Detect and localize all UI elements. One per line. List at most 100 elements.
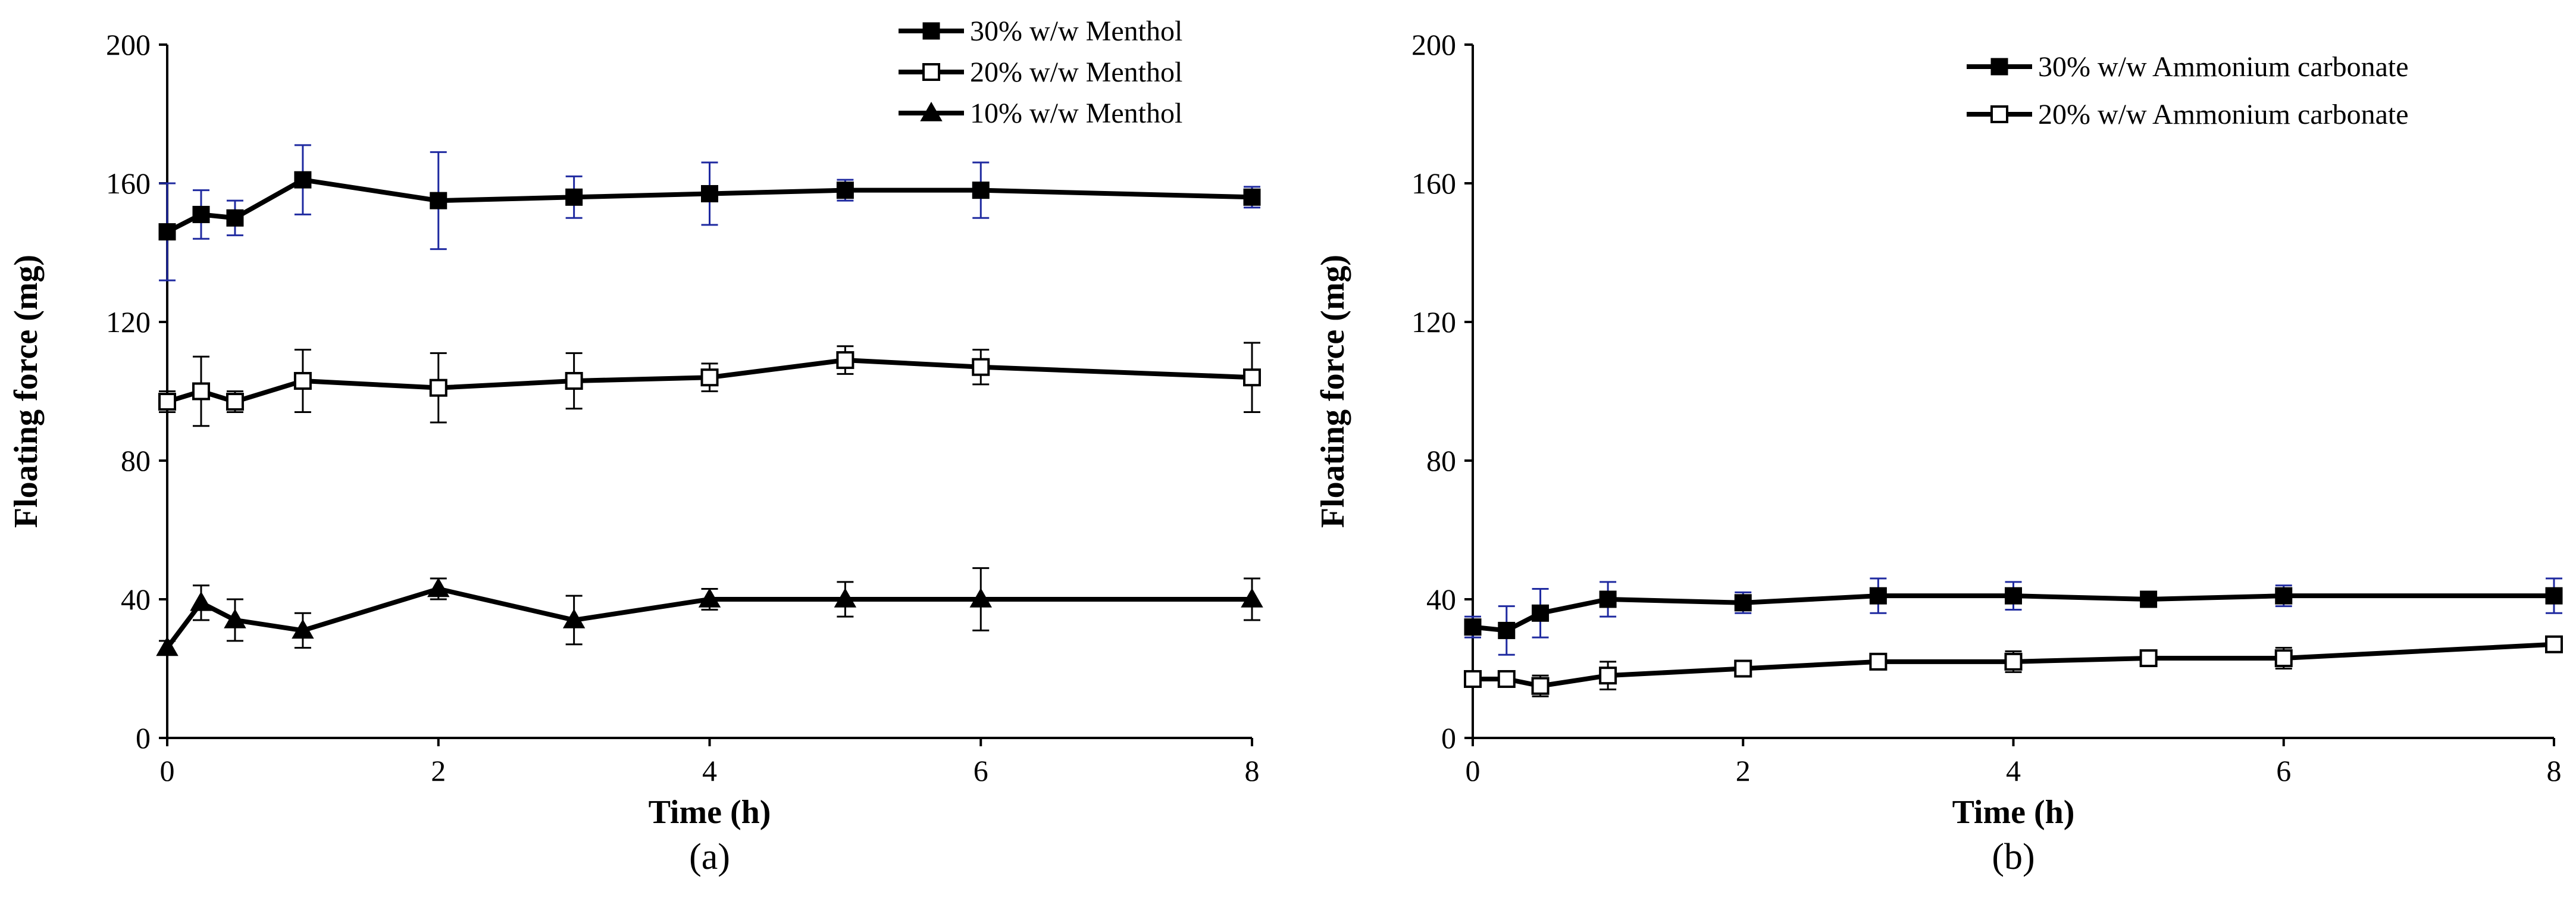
- x-tick-label: 8: [2547, 754, 2562, 787]
- data-point: [2545, 587, 2563, 605]
- x-tick-label: 6: [974, 754, 988, 787]
- series-2: [158, 342, 1261, 427]
- legend-marker: [922, 63, 940, 81]
- x-tick-label: 4: [2006, 754, 2021, 787]
- x-tick-label: 0: [1466, 754, 1481, 787]
- legend-label: 20% w/w Ammonium carbonate: [2038, 99, 2409, 130]
- data-point: [969, 587, 992, 608]
- y-tick-label: 40: [121, 583, 151, 616]
- legend-entry: 30% w/w Menthol: [899, 15, 1182, 47]
- x-axis-title: Time (h): [1952, 794, 2075, 831]
- data-point: [698, 587, 721, 608]
- series-3: [156, 567, 1263, 656]
- data-point: [2275, 587, 2293, 605]
- x-tick-label: 2: [1736, 754, 1751, 787]
- data-point: [1497, 670, 1516, 688]
- data-point: [190, 591, 212, 611]
- y-tick-label: 160: [1411, 167, 1456, 200]
- data-point: [1531, 677, 1550, 695]
- data-point: [565, 372, 583, 390]
- data-point: [192, 205, 210, 223]
- y-axis-title: Floating force (mg): [1314, 255, 1351, 528]
- legend-label: 10% w/w Menthol: [970, 98, 1182, 129]
- chart-panel-b: 0 40 80 120 160 200 0 2 4 6 8 Time (h) Floating forc…: [1314, 28, 2563, 877]
- y-tick-label: 0: [136, 721, 151, 755]
- data-point: [158, 223, 176, 241]
- data-point: [158, 392, 176, 411]
- series-line: [166, 358, 1253, 404]
- legend-entry: 10% w/w Menthol: [899, 98, 1182, 129]
- data-point: [2005, 587, 2022, 605]
- data-point: [1599, 667, 1617, 685]
- x-tick-label: 8: [1245, 754, 1260, 787]
- y-tick-label: 200: [1411, 28, 1456, 61]
- legend-entry: 30% w/w Ammonium carbonate: [1967, 51, 2409, 83]
- panel-label: (b): [1992, 837, 2034, 877]
- data-point: [700, 368, 719, 387]
- chart-panel-a: 0 40 80 120 160 200 0 2 4 6 8 Time (h) Floating forc…: [8, 15, 1263, 877]
- series-line: [1473, 642, 2555, 689]
- legend-marker: [1990, 105, 2008, 123]
- series-line: [165, 586, 1252, 649]
- data-point: [1464, 618, 1482, 636]
- data-point: [565, 188, 583, 206]
- data-point: [2140, 590, 2158, 608]
- legend-marker: [920, 101, 943, 121]
- data-point: [226, 209, 244, 227]
- data-point: [834, 587, 857, 608]
- data-point: [1243, 368, 1261, 387]
- data-point: [1734, 659, 1752, 678]
- data-point: [2274, 649, 2293, 668]
- legend-marker: [1990, 58, 2008, 76]
- data-point: [2545, 635, 2563, 653]
- data-point: [836, 182, 854, 199]
- x-tick-label: 4: [702, 754, 717, 787]
- data-point: [294, 171, 312, 189]
- panel-label: (a): [689, 837, 730, 877]
- x-axis-title: Time (h): [649, 794, 771, 831]
- x-tick-label: 2: [431, 754, 446, 787]
- y-tick-label: 200: [106, 28, 151, 61]
- legend-label: 30% w/w Menthol: [970, 15, 1182, 47]
- data-point: [972, 182, 990, 199]
- y-tick-label: 120: [1411, 305, 1456, 339]
- data-point: [293, 372, 312, 390]
- data-point: [224, 608, 246, 628]
- data-point: [972, 358, 990, 376]
- data-point: [292, 619, 314, 639]
- data-point: [701, 184, 718, 202]
- data-point: [429, 378, 447, 397]
- data-point: [836, 351, 855, 370]
- data-point: [1532, 604, 1550, 622]
- data-point: [1464, 670, 1482, 688]
- data-point: [1498, 621, 1516, 639]
- legend-entry: 20% w/w Menthol: [899, 57, 1182, 88]
- y-tick-label: 40: [1426, 583, 1456, 616]
- x-tick-label: 6: [2276, 754, 2291, 787]
- data-point: [430, 192, 447, 209]
- y-tick-label: 120: [106, 305, 151, 339]
- legend-label: 30% w/w Ammonium carbonate: [2038, 51, 2409, 83]
- data-point: [1599, 590, 1617, 608]
- data-point: [2004, 652, 2023, 671]
- y-tick-label: 160: [106, 167, 151, 200]
- data-point: [2139, 649, 2158, 668]
- y-axis-title: Floating force (mg): [8, 255, 45, 528]
- legend-marker: [922, 22, 940, 40]
- series-1: [158, 144, 1261, 281]
- data-point: [1869, 652, 1888, 671]
- data-point: [427, 577, 450, 597]
- y-tick-label: 0: [1441, 721, 1456, 755]
- series-line: [1472, 593, 2554, 633]
- series-2: [1464, 635, 2563, 697]
- legend-entry: 20% w/w Ammonium carbonate: [1967, 99, 2409, 130]
- series-1: [1464, 577, 2563, 656]
- data-point: [1241, 587, 1263, 608]
- data-point: [1243, 188, 1261, 206]
- data-point: [192, 382, 210, 401]
- data-point: [1734, 594, 1752, 612]
- x-tick-label: 0: [160, 754, 175, 787]
- legend-label: 20% w/w Menthol: [970, 57, 1182, 88]
- data-point: [562, 608, 586, 628]
